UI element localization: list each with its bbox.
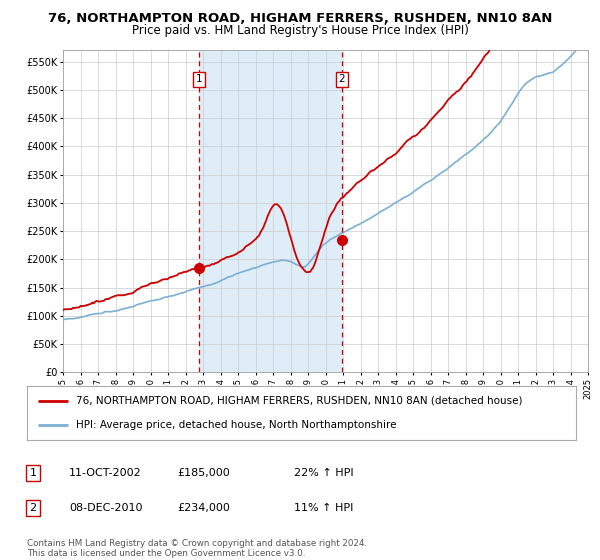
Text: 11% ↑ HPI: 11% ↑ HPI: [294, 503, 353, 513]
Text: 76, NORTHAMPTON ROAD, HIGHAM FERRERS, RUSHDEN, NN10 8AN (detached house): 76, NORTHAMPTON ROAD, HIGHAM FERRERS, RU…: [76, 396, 523, 406]
Text: 76, NORTHAMPTON ROAD, HIGHAM FERRERS, RUSHDEN, NN10 8AN: 76, NORTHAMPTON ROAD, HIGHAM FERRERS, RU…: [48, 12, 552, 25]
Text: 2: 2: [29, 503, 37, 513]
Text: 2: 2: [338, 74, 345, 85]
Text: 1: 1: [196, 74, 202, 85]
Text: £185,000: £185,000: [177, 468, 230, 478]
Text: Price paid vs. HM Land Registry's House Price Index (HPI): Price paid vs. HM Land Registry's House …: [131, 24, 469, 37]
Text: HPI: Average price, detached house, North Northamptonshire: HPI: Average price, detached house, Nort…: [76, 420, 397, 430]
Text: 1: 1: [29, 468, 37, 478]
Text: 08-DEC-2010: 08-DEC-2010: [69, 503, 143, 513]
Text: Contains HM Land Registry data © Crown copyright and database right 2024.
This d: Contains HM Land Registry data © Crown c…: [27, 539, 367, 558]
Bar: [199, 50, 342, 372]
Text: £234,000: £234,000: [177, 503, 230, 513]
Text: 22% ↑ HPI: 22% ↑ HPI: [294, 468, 353, 478]
Text: 11-OCT-2002: 11-OCT-2002: [69, 468, 142, 478]
